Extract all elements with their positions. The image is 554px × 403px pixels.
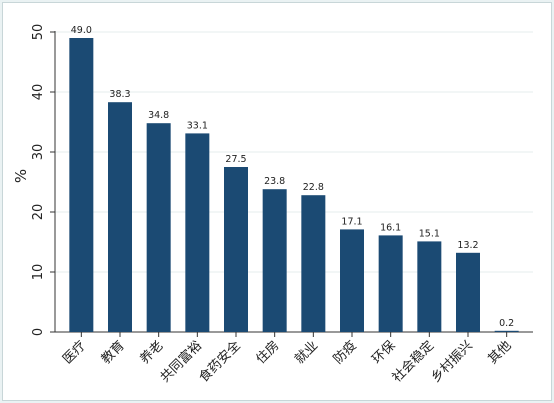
x-tick-label: 就业 bbox=[292, 338, 321, 367]
bar bbox=[108, 102, 132, 332]
y-tick-label: 20 bbox=[31, 204, 46, 221]
data-label: 38.3 bbox=[109, 89, 130, 100]
x-tick-label: 养老 bbox=[137, 338, 167, 368]
x-tick-label: 医疗 bbox=[60, 338, 89, 367]
data-label: 23.8 bbox=[264, 176, 285, 187]
y-tick-label: 0 bbox=[31, 328, 46, 336]
data-label: 22.8 bbox=[303, 182, 324, 193]
data-label: 27.5 bbox=[225, 154, 246, 165]
data-label: 34.8 bbox=[148, 110, 169, 121]
bar bbox=[185, 133, 210, 332]
data-label: 17.1 bbox=[341, 216, 362, 227]
data-label: 16.1 bbox=[380, 222, 401, 233]
x-tick-label: 其他 bbox=[485, 338, 514, 367]
x-tick-label: 乡村振兴 bbox=[428, 338, 475, 385]
bar bbox=[301, 195, 326, 332]
bar-chart: 0 10 20 30 40 50 49.0 医疗 38.3 教育 34.8 养老 33.1 共同富裕 27… bbox=[12, 24, 533, 386]
data-label: 13.2 bbox=[457, 240, 478, 251]
bar bbox=[69, 38, 94, 332]
bar bbox=[340, 229, 364, 332]
x-tick-label: 防疫 bbox=[330, 338, 360, 368]
axes: 0 10 20 30 40 50 bbox=[31, 24, 533, 337]
y-tick-label: 30 bbox=[31, 144, 46, 161]
x-tick-label: 食药安全 bbox=[196, 338, 244, 386]
x-tick-label: 住房 bbox=[253, 338, 283, 368]
bar bbox=[456, 252, 480, 332]
bar bbox=[417, 241, 442, 332]
bar bbox=[378, 235, 403, 332]
y-axis-title: % bbox=[12, 169, 30, 183]
bars bbox=[69, 38, 519, 332]
data-label: 33.1 bbox=[187, 120, 208, 131]
data-label: 15.1 bbox=[419, 228, 440, 239]
bar bbox=[262, 189, 287, 332]
y-tick-label: 50 bbox=[31, 24, 46, 41]
x-tick-label: 环保 bbox=[369, 338, 398, 367]
data-label: 49.0 bbox=[71, 25, 92, 36]
y-tick-label: 40 bbox=[31, 84, 46, 101]
x-tick-label: 社会稳定 bbox=[389, 338, 437, 386]
bar bbox=[224, 167, 248, 332]
x-tick-label: 共同富裕 bbox=[157, 338, 205, 386]
x-tick-label: 教育 bbox=[98, 338, 128, 368]
bar bbox=[494, 330, 519, 332]
gridlines bbox=[55, 31, 533, 273]
bar bbox=[146, 123, 171, 332]
data-label: 0.2 bbox=[499, 318, 514, 329]
y-tick-label: 10 bbox=[31, 264, 46, 281]
